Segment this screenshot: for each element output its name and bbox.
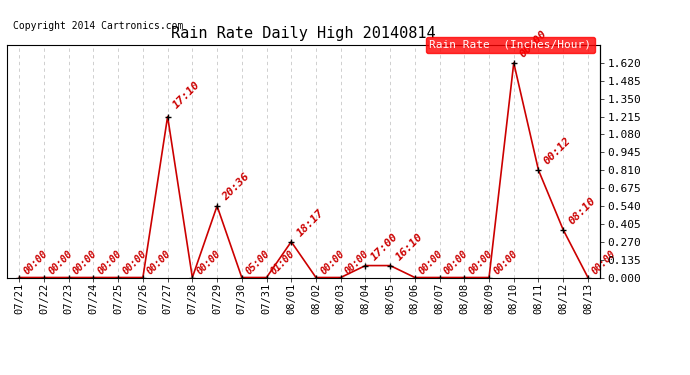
- Text: 00:00: 00:00: [417, 249, 445, 277]
- Text: 20:36: 20:36: [221, 172, 252, 202]
- Text: Copyright 2014 Cartronics.com: Copyright 2014 Cartronics.com: [13, 21, 184, 31]
- Text: 00:00: 00:00: [343, 249, 371, 277]
- Text: 00:00: 00:00: [46, 249, 75, 277]
- Text: 00:00: 00:00: [442, 249, 470, 277]
- Text: 08:10: 08:10: [567, 196, 598, 226]
- Text: 00:00: 00:00: [491, 249, 520, 277]
- Text: 00:00: 00:00: [518, 28, 549, 60]
- Text: 00:00: 00:00: [96, 249, 124, 277]
- Text: 17:10: 17:10: [171, 80, 202, 111]
- Text: 00:00: 00:00: [318, 249, 346, 277]
- Text: 00:00: 00:00: [22, 249, 50, 277]
- Text: 16:10: 16:10: [394, 231, 425, 262]
- Text: 00:00: 00:00: [591, 249, 618, 277]
- Text: 00:00: 00:00: [71, 249, 99, 277]
- Title: Rain Rate Daily High 20140814: Rain Rate Daily High 20140814: [171, 26, 436, 41]
- Text: 00:00: 00:00: [121, 249, 148, 277]
- Legend: Rain Rate  (Inches/Hour): Rain Rate (Inches/Hour): [426, 37, 595, 53]
- Text: 17:00: 17:00: [369, 231, 400, 262]
- Text: 00:12: 00:12: [542, 136, 573, 167]
- Text: 05:00: 05:00: [244, 249, 272, 277]
- Text: 00:00: 00:00: [195, 249, 223, 277]
- Text: 01:00: 01:00: [269, 249, 297, 277]
- Text: 18:17: 18:17: [295, 207, 326, 238]
- Text: 00:00: 00:00: [146, 249, 173, 277]
- Text: 00:00: 00:00: [466, 249, 495, 277]
